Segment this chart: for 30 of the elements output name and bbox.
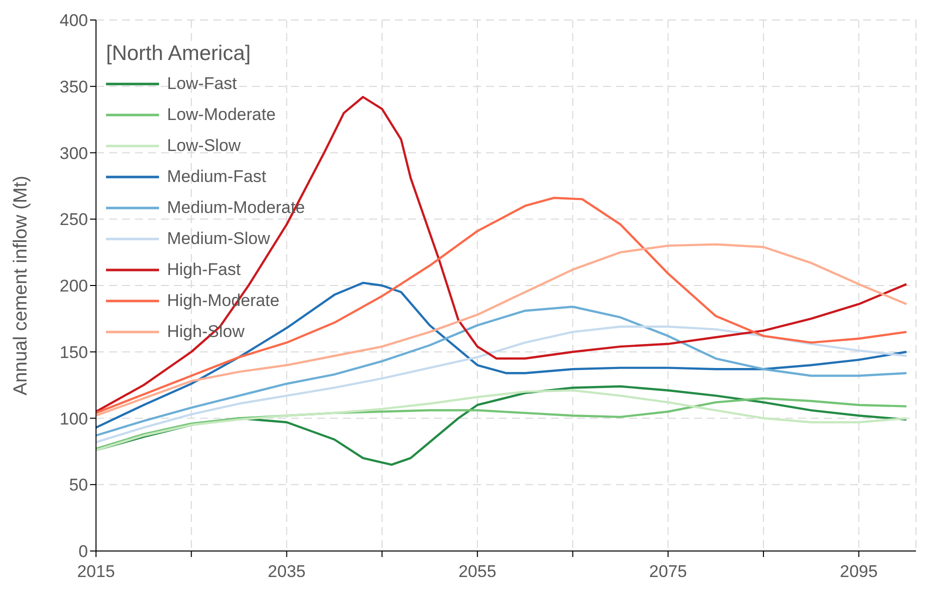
line-series [96,389,908,452]
x-tick-label: 2055 [458,562,496,582]
legend-label: Medium-Slow [166,228,271,248]
y-tick-label: 100 [60,409,88,428]
line-series [96,282,908,429]
legend-label: Low-Slow [166,136,242,156]
legend-title: [North America] [106,42,251,66]
y-axis-title: Annual cement inflow (Mt) [10,176,32,396]
y-tick-label: 400 [60,11,88,30]
y-tick-label: 0 [78,542,88,562]
legend-label: Low-Fast [166,74,238,94]
x-tick-label: 2075 [649,562,688,582]
line-series [96,243,908,417]
line-series [96,96,908,413]
line-series [96,326,908,444]
legend-label: High-Fast [166,260,242,280]
legend-label: Medium-Fast [166,166,268,186]
x-tick-label: 2015 [77,562,115,582]
line-series [96,397,908,450]
y-tick-label: 200 [60,276,88,296]
line-series [96,385,908,466]
line-series [96,196,908,414]
legend-label: Low-Moderate [166,104,277,124]
x-tick-label: 2035 [268,562,306,582]
y-tick-label: 50 [69,476,88,495]
y-tick-label: 250 [60,210,88,230]
x-tick-label: 2095 [840,562,878,582]
y-tick-label: 350 [60,77,88,96]
y-tick-label: 150 [60,342,88,362]
y-tick-label: 300 [60,144,88,163]
